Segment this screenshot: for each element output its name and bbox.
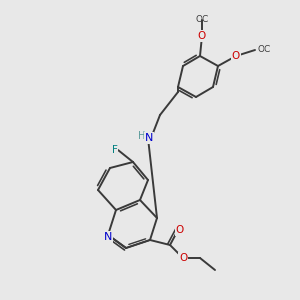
Text: N: N [145,133,153,143]
Text: O: O [176,225,184,235]
Text: F: F [112,145,118,155]
Text: OC: OC [195,16,208,25]
Text: O: O [198,31,206,41]
Text: H: H [138,131,146,141]
Text: OC: OC [257,46,270,55]
Text: N: N [104,232,112,242]
Text: O: O [179,253,187,263]
Text: O: O [232,51,240,61]
